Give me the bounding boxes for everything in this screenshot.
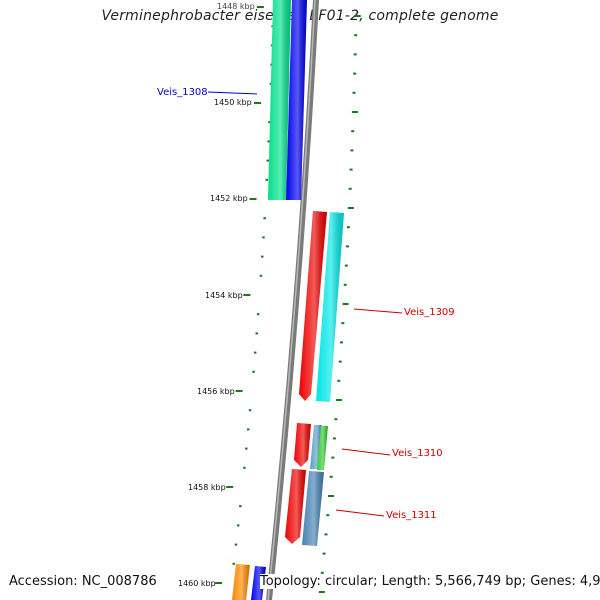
tick-label-1448: 1448 kbp bbox=[217, 2, 255, 11]
tick-label-1458: 1458 kbp bbox=[188, 483, 226, 492]
minor-tick bbox=[259, 274, 263, 277]
genome-backbone-highlight bbox=[267, 0, 316, 600]
minor-tick bbox=[348, 187, 352, 190]
minor-tick bbox=[324, 533, 328, 536]
minor-tick bbox=[267, 140, 270, 143]
gene-feature-shading bbox=[316, 212, 344, 402]
major-tick bbox=[226, 486, 234, 488]
tick-label-1456: 1456 kbp bbox=[197, 387, 235, 396]
genome-backbone bbox=[266, 0, 319, 600]
minor-tick bbox=[353, 72, 357, 75]
gene-feature-shading bbox=[302, 471, 324, 546]
tick-label-1450: 1450 kbp bbox=[214, 98, 252, 107]
minor-tick bbox=[338, 360, 342, 363]
gene-feature-shading bbox=[294, 423, 311, 467]
minor-tick bbox=[353, 53, 357, 56]
tick-label-1460: 1460 kbp bbox=[178, 579, 216, 588]
major-tick bbox=[243, 294, 251, 296]
minor-tick bbox=[268, 121, 271, 124]
minor-tick bbox=[243, 466, 246, 469]
minor-tick bbox=[340, 341, 343, 344]
minor-tick bbox=[247, 428, 250, 431]
minor-tick bbox=[256, 313, 260, 316]
minor-tick bbox=[337, 379, 341, 382]
minor-tick bbox=[341, 322, 345, 325]
minor-ticks bbox=[232, 15, 361, 593]
minor-tick bbox=[344, 264, 348, 267]
label-leader-veis-1311 bbox=[335, 509, 385, 517]
major-ticks bbox=[215, 6, 264, 584]
minor-tick bbox=[328, 495, 334, 497]
label-leader-veis-1310 bbox=[341, 448, 391, 456]
major-tick bbox=[249, 198, 257, 200]
minor-tick bbox=[239, 505, 242, 508]
minor-tick bbox=[248, 409, 252, 412]
minor-tick bbox=[255, 332, 258, 335]
minor-tick bbox=[245, 447, 248, 450]
gene-label-veis-1311[interactable]: Veis_1311 bbox=[386, 510, 437, 521]
minor-tick bbox=[351, 111, 358, 113]
major-tick bbox=[215, 582, 223, 584]
minor-tick bbox=[346, 226, 350, 229]
minor-tick bbox=[329, 475, 333, 478]
tick-label-1452: 1452 kbp bbox=[210, 194, 248, 203]
gene-feature-shading bbox=[232, 564, 250, 600]
gene-feature-shading bbox=[285, 469, 306, 544]
minor-tick bbox=[342, 303, 349, 305]
minor-tick bbox=[352, 91, 356, 94]
gene-label-veis-1309[interactable]: Veis_1309 bbox=[404, 307, 455, 318]
minor-tick bbox=[347, 207, 354, 209]
minor-tick bbox=[265, 178, 268, 181]
minor-tick bbox=[331, 456, 335, 459]
major-tick bbox=[254, 102, 261, 104]
label-leader-veis-1308 bbox=[207, 91, 258, 95]
minor-tick bbox=[262, 236, 265, 239]
minor-tick bbox=[334, 418, 338, 421]
gene-feature-shading bbox=[286, 0, 307, 200]
gene-feature-shading bbox=[299, 211, 327, 401]
minor-tick bbox=[332, 437, 336, 440]
minor-tick bbox=[252, 370, 255, 373]
minor-tick bbox=[335, 399, 342, 401]
minor-tick bbox=[266, 159, 269, 162]
minor-tick bbox=[261, 255, 264, 258]
minor-tick bbox=[354, 15, 361, 17]
gene-label-veis-1308[interactable]: Veis_1308 bbox=[157, 87, 208, 98]
minor-tick bbox=[232, 562, 235, 565]
minor-tick bbox=[322, 552, 326, 555]
gene-feature-shading bbox=[317, 426, 328, 470]
minor-tick bbox=[320, 571, 324, 574]
minor-tick bbox=[349, 168, 353, 171]
minor-tick bbox=[350, 149, 354, 152]
minor-tick bbox=[318, 591, 325, 593]
minor-tick bbox=[343, 283, 347, 286]
minor-tick bbox=[234, 543, 238, 546]
gene-label-veis-1310[interactable]: Veis_1310 bbox=[392, 448, 443, 459]
accession-text: Accession: NC_008786 bbox=[9, 574, 157, 589]
minor-tick bbox=[237, 524, 240, 527]
major-tick bbox=[235, 390, 243, 392]
gene-feature-shading bbox=[268, 0, 291, 200]
label-leader-veis-1309 bbox=[353, 308, 403, 314]
minor-tick bbox=[326, 514, 330, 517]
major-tick bbox=[256, 6, 264, 8]
minor-tick bbox=[263, 217, 266, 220]
minor-tick bbox=[351, 130, 355, 133]
minor-tick bbox=[354, 34, 358, 37]
minor-tick bbox=[253, 351, 257, 354]
minor-tick bbox=[345, 245, 349, 248]
genome-summary-text: Topology: circular; Length: 5,566,749 bp… bbox=[260, 574, 600, 589]
tick-label-1454: 1454 kbp bbox=[205, 291, 243, 300]
